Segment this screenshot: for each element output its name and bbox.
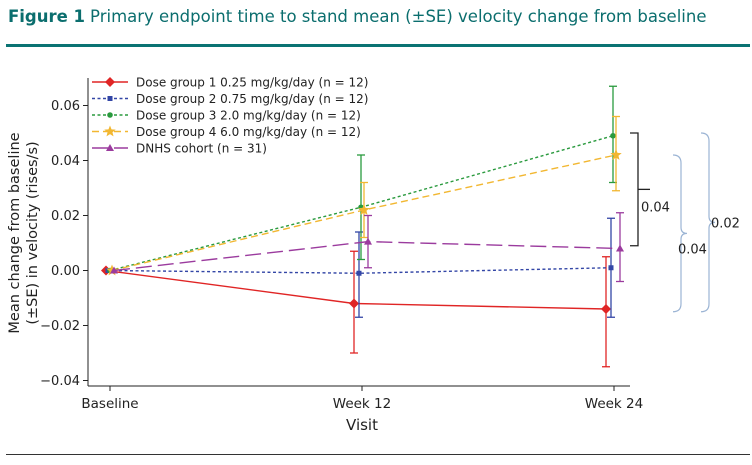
legend-item-5: DNHS cohort (n = 31) [92,142,267,156]
y-axis-title-line-2: (±SE) in velocity (rises/s) [25,141,41,324]
figure-label: Figure 1 [8,7,86,26]
series-line [113,240,621,272]
legend-label: Dose group 3 2.0 mg/kg/day (n = 12) [136,109,361,123]
figure-title: Primary endpoint time to stand mean (±SE… [90,7,707,26]
series-5 [110,212,624,283]
legend-swatch-marker [107,96,113,101]
y-axis-title-line-1: Mean change from baseline [7,132,23,333]
data-point [106,264,118,276]
header-rule [6,44,750,47]
data-point [356,270,362,276]
legend-swatch-marker [107,112,113,118]
legend-item-2: Dose group 2 0.75 mg/kg/day (n = 12) [92,92,368,106]
data-point [349,298,359,309]
legend-swatch-marker [105,77,115,87]
x-tick-label: Week 12 [333,396,391,412]
data-point [110,266,118,274]
data-point [610,149,622,160]
legend-label: Dose group 2 0.75 mg/kg/day (n = 12) [136,92,368,106]
legend-label: DNHS cohort (n = 31) [136,142,267,156]
comparison-brace [700,132,716,313]
series-line [107,267,612,274]
legend-item-4: Dose group 4 6.0 mg/kg/day (n = 12) [92,125,361,139]
data-point [364,237,372,245]
legend-item-3: Dose group 3 2.0 mg/kg/day (n = 12) [92,109,361,123]
y-tick-label: 0.06 [51,99,80,114]
comparison-bracket [630,132,639,247]
series-2 [105,217,615,318]
legend-item-1: Dose group 1 0.25 mg/kg/day (n = 12) [92,76,368,90]
data-point [616,244,624,252]
chart-legend: Dose group 1 0.25 mg/kg/day (n = 12) Dose… [92,76,368,156]
y-tick-label: 0.00 [51,264,80,279]
comparison-label: 0.04 [678,242,707,257]
y-tick-label: 0.02 [51,209,80,224]
comparison-brace [672,154,688,313]
series-4 [106,115,622,276]
data-point [610,132,616,139]
legend-label: Dose group 1 0.25 mg/kg/day (n = 12) [136,76,368,90]
legend-swatch-marker [106,144,114,151]
data-point [358,204,370,215]
legend-swatch-marker [104,125,116,137]
comparison-annotations: 0.04 0.04 0.02 [630,132,740,313]
comparison-label: 0.02 [711,216,740,231]
y-tick-label: 0.04 [51,154,80,169]
figure-header: Figure 1 Primary endpoint time to stand m… [8,6,748,28]
y-tick-label: −0.02 [40,319,80,334]
data-point [608,265,614,271]
legend-label: Dose group 4 6.0 mg/kg/day (n = 12) [136,125,361,139]
x-tick-label: Week 24 [585,396,643,412]
chart-axes: −0.04 −0.02 0.00 0.02 0.04 0.06 Baseline Week 1… [40,78,643,412]
comparison-label: 0.04 [641,200,670,215]
footer-rule [6,454,750,455]
series-1 [101,250,611,368]
y-tick-label: −0.04 [40,374,80,389]
data-point [601,304,611,314]
series-layer [101,85,624,368]
x-axis-title: Visit [346,416,378,434]
x-tick-label: Baseline [81,396,138,412]
